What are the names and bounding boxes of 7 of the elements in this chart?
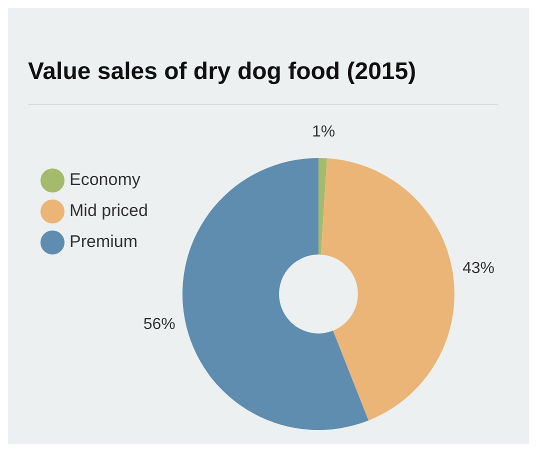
chart-title: Value sales of dry dog food (2015) [28, 58, 416, 86]
legend-label: Mid priced [70, 201, 148, 220]
legend-label: Premium [70, 232, 138, 252]
data-label: 43% [462, 260, 494, 278]
data-label: 1% [312, 123, 336, 140]
data-label: 56% [143, 316, 176, 333]
legend-label: Economy [70, 170, 141, 190]
